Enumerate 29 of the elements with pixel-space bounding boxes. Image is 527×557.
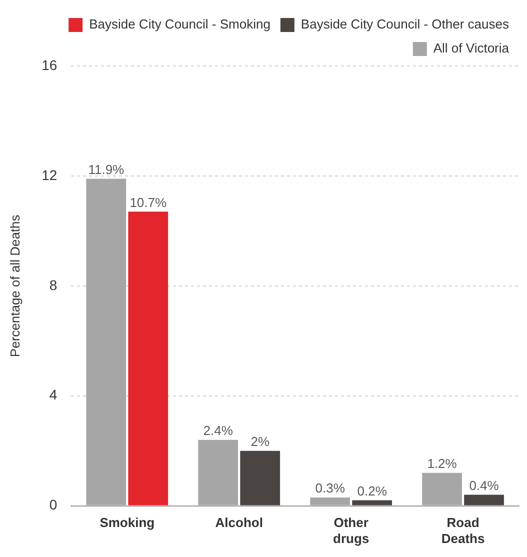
data-label: 10.7% bbox=[130, 194, 168, 210]
data-label: 1.2% bbox=[427, 456, 458, 471]
x-tick-label: Alcohol bbox=[215, 515, 263, 530]
data-label: 11.9% bbox=[88, 162, 125, 177]
bar bbox=[240, 450, 280, 506]
x-tick-label: Road Deaths bbox=[441, 515, 485, 546]
bar bbox=[198, 440, 238, 506]
y-tick-label: 16 bbox=[42, 56, 58, 73]
data-label: 0.2% bbox=[357, 483, 388, 498]
y-tick-label: 8 bbox=[49, 276, 58, 293]
y-tick-label: 12 bbox=[42, 166, 58, 183]
data-label: 2% bbox=[250, 434, 270, 449]
y-axis-title: Percentage of all Deaths bbox=[7, 214, 22, 358]
legend-label: Bayside City Council - Smoking bbox=[89, 16, 270, 32]
y-tick-label: 0 bbox=[49, 496, 58, 513]
bar bbox=[422, 472, 462, 506]
data-label: 0.3% bbox=[315, 480, 346, 496]
legend-label: Bayside City Council - Other causes bbox=[300, 16, 510, 32]
x-tick-label: Other drugs bbox=[333, 515, 370, 546]
bar bbox=[86, 178, 126, 506]
bar bbox=[464, 494, 504, 506]
bar bbox=[352, 500, 392, 506]
legend-label: All of Victoria bbox=[433, 40, 510, 56]
data-label: 2.4% bbox=[203, 422, 234, 438]
x-tick-label: Smoking bbox=[100, 515, 155, 530]
bar bbox=[128, 212, 168, 506]
data-label: 0.4% bbox=[469, 478, 500, 493]
y-tick-label: 4 bbox=[49, 386, 58, 403]
bar bbox=[310, 498, 350, 506]
